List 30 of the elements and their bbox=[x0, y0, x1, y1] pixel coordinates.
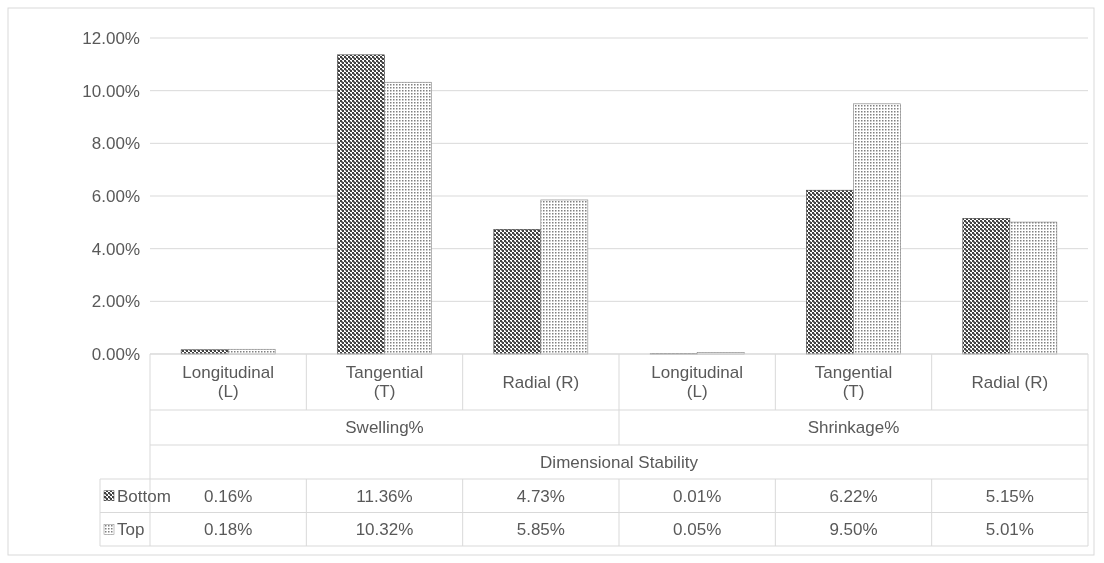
data-label: 10.32% bbox=[355, 520, 414, 540]
x-tick-label: Longitudinal (L) bbox=[182, 363, 275, 402]
data-label: 5.15% bbox=[985, 486, 1034, 506]
data-label: 0.18% bbox=[204, 520, 253, 540]
data-label: 0.16% bbox=[204, 486, 253, 506]
x-tick-label: Longitudinal (L) bbox=[651, 363, 744, 402]
data-label: 5.01% bbox=[985, 520, 1034, 540]
y-tick-label: 2.00% bbox=[91, 292, 140, 312]
data-label: 0.01% bbox=[673, 486, 722, 506]
text: Shrinkage% bbox=[807, 418, 900, 438]
y-tick-label: 8.00% bbox=[91, 134, 140, 154]
y-tick-label: 12.00% bbox=[82, 28, 140, 48]
x-tick-label: Radial (R) bbox=[502, 372, 580, 392]
y-tick-label: 4.00% bbox=[91, 239, 140, 259]
data-label: 0.05% bbox=[673, 520, 722, 540]
data-label: 6.22% bbox=[829, 486, 878, 506]
y-tick-label: 10.00% bbox=[82, 81, 140, 101]
x-axis-title: Dimensional Stability bbox=[540, 452, 699, 472]
y-tick-label: 6.00% bbox=[91, 186, 140, 206]
y-tick-label: 0.00% bbox=[91, 344, 140, 364]
data-label: 4.73% bbox=[516, 486, 565, 506]
legend-label: Top bbox=[117, 520, 145, 540]
text: Swelling% bbox=[345, 418, 424, 438]
x-tick-label: Tangential (T) bbox=[345, 363, 424, 402]
data-label: 11.36% bbox=[356, 486, 413, 506]
x-tick-label: Radial (R) bbox=[971, 372, 1049, 392]
data-label: 9.50% bbox=[829, 520, 878, 540]
data-label: 5.85% bbox=[516, 520, 565, 540]
x-tick-label: Tangential (T) bbox=[814, 363, 893, 402]
legend-label: Bottom bbox=[117, 486, 171, 506]
